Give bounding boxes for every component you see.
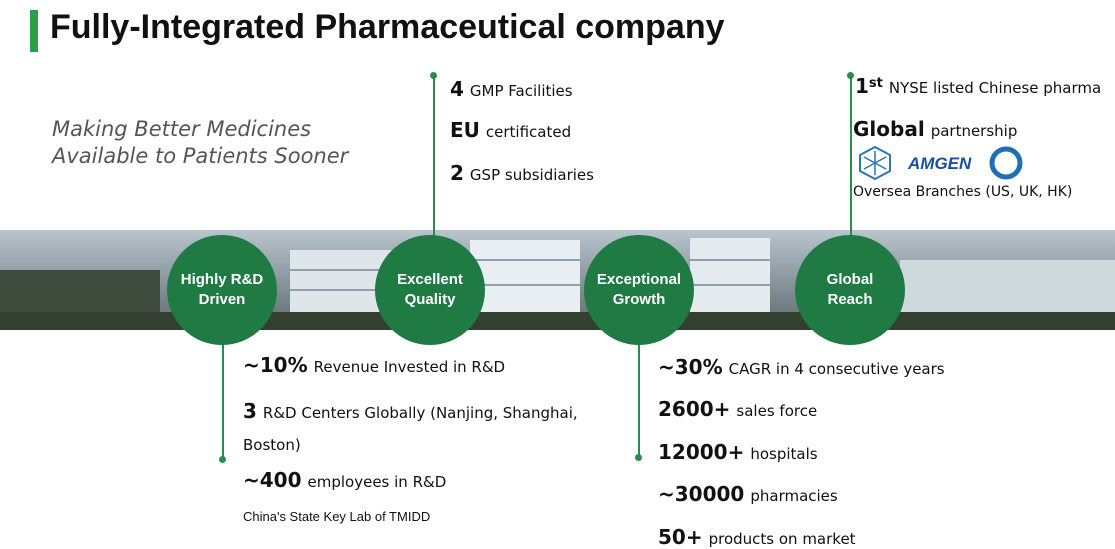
text: 1 [855,74,869,98]
item: Oversea Branches (US, UK, HK) [853,184,1072,200]
item: 2600+ sales force [658,397,817,421]
text: ~10% [243,353,308,377]
tagline-line: Available to Patients Sooner [52,143,348,170]
connector-dot [219,456,226,463]
text: Quality [405,290,456,310]
connector [222,340,224,460]
item: ~10% Revenue Invested in R&D [243,353,505,377]
item: 50+ products on market [658,525,856,549]
item: 4 GMP Facilities [450,77,573,101]
item: EU certificated [450,118,571,142]
amgen-logo: AMGEN [907,154,972,173]
item: 12000+ hospitals [658,440,818,464]
text: pharmacies [750,487,837,505]
text: Reach [827,290,872,310]
connector-dot [635,454,642,461]
item: 2 GSP subsidiaries [450,161,594,185]
connector [850,75,852,240]
item: 1st NYSE listed Chinese pharma [855,74,1101,98]
text: Growth [613,290,666,310]
text: Excellent [397,270,463,290]
text: partnership [931,122,1018,140]
text: NYSE listed Chinese pharma [889,79,1101,97]
text: 4 [450,77,464,101]
text: employees in R&D [308,473,447,491]
text: GMP Facilities [470,82,573,100]
tagline-line: Making Better Medicines [52,116,348,143]
item: Global partnership [853,117,1017,141]
text: Global [853,117,925,141]
title-bar [30,10,38,52]
connector [433,75,435,240]
connector-dot [430,72,437,79]
slide: Fully-Integrated Pharmaceutical company … [0,0,1115,548]
title: Fully-Integrated Pharmaceutical company [50,8,725,47]
text: sales force [736,402,817,420]
text: 12000+ [658,440,744,464]
text: certificated [486,123,571,141]
text: hospitals [750,445,817,463]
text: 2600+ [658,397,730,421]
text: Exceptional [597,270,681,290]
text: 50+ [658,525,703,549]
text: Global [827,270,874,290]
text: ~30000 [658,482,744,506]
text: EU [450,118,480,142]
text: R&D Centers Globally (Nanjing, Shanghai,… [243,404,578,454]
item: ~400 employees in R&D [243,468,446,492]
item: ~30000 pharmacies [658,482,838,506]
text: 3 [243,399,257,423]
text: Driven [199,290,246,310]
text: st [869,76,883,91]
tagline: Making Better Medicines Available to Pat… [52,116,348,170]
connector-dot [847,72,854,79]
text: ~400 [243,468,302,492]
partner-logos: AMGEN [858,146,1028,180]
text: CAGR in 4 consecutive years [729,360,945,378]
item: China's State Key Lab of TMIDD [243,509,430,524]
text: GSP subsidiaries [470,166,594,184]
connector [638,340,640,458]
text: Revenue Invested in R&D [314,358,505,376]
text: ~30% [658,355,723,379]
text: Highly R&D [181,270,264,290]
text: products on market [709,530,856,548]
text: 2 [450,161,464,185]
item: ~30% CAGR in 4 consecutive years [658,355,945,379]
